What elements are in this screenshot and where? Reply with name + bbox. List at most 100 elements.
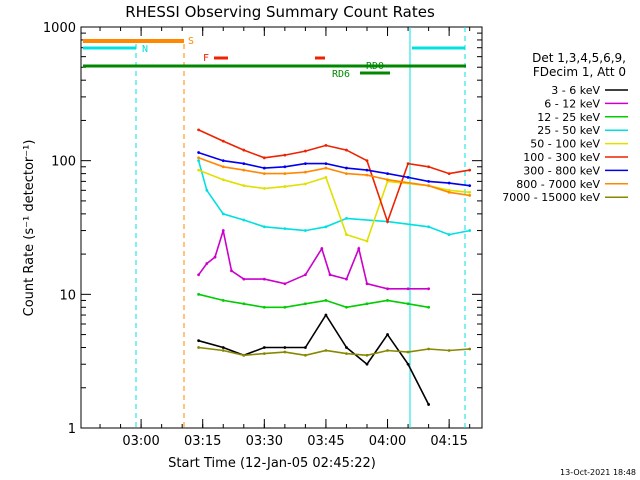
flag-n-label: N: [142, 44, 148, 55]
series-point-8: [345, 172, 348, 176]
plot-frame: [80, 26, 483, 429]
x-axis-label: Start Time (12-Jan-05 02:45:22): [168, 456, 376, 471]
series-point-1: [283, 346, 287, 349]
series-point-6: [221, 139, 225, 143]
series-point-9: [468, 347, 472, 351]
series-point-5: [345, 233, 348, 236]
series-point-9: [283, 350, 287, 354]
x-tick-label: 03:15: [184, 434, 221, 449]
series-point-2: [230, 269, 233, 273]
legend-header-line-1: Det 1,3,4,5,6,9,: [532, 51, 626, 65]
series-point-7: [468, 184, 472, 188]
series-point-5: [447, 188, 451, 192]
series-point-9: [365, 353, 369, 357]
legend-label-3: 12 - 25 keV: [537, 111, 600, 124]
series-point-1: [386, 333, 389, 336]
series-point-4: [197, 159, 201, 163]
legend-label-1: 3 - 6 keV: [551, 84, 600, 97]
legend-label-5: 50 - 100 keV: [530, 138, 600, 151]
series-point-7: [303, 162, 307, 166]
x-tick-label: 03:30: [246, 434, 283, 449]
series-point-8: [468, 193, 472, 197]
series-point-8: [262, 172, 266, 176]
series-point-3: [221, 299, 225, 302]
series-point-9: [221, 349, 225, 352]
series-point-4: [205, 188, 209, 192]
x-tick-label: 03:45: [307, 434, 344, 449]
series-point-6: [386, 220, 389, 224]
series-point-4: [427, 225, 431, 229]
series-point-6: [324, 144, 328, 147]
series-point-3: [386, 299, 389, 302]
series-point-9: [242, 353, 246, 357]
series-point-8: [324, 166, 328, 170]
series-line-4: [197, 160, 470, 236]
series-point-6: [406, 162, 410, 166]
series-point-5: [303, 182, 307, 186]
series-point-2: [283, 282, 287, 286]
series-point-7: [242, 162, 246, 166]
series-point-2: [242, 277, 246, 281]
flag-rd6-label: RD6: [332, 69, 350, 80]
series-point-6: [345, 148, 348, 152]
series-point-1: [262, 346, 266, 349]
legend-label-9: 7000 - 15000 keV: [502, 191, 600, 204]
series-point-2: [427, 287, 431, 291]
series-point-4: [345, 216, 348, 220]
legend-label-8: 800 - 7000 keV: [516, 178, 600, 191]
series-point-1: [406, 362, 410, 366]
x-tick-label: 03:00: [122, 434, 159, 449]
series-point-4: [283, 227, 287, 231]
series-line-2: [197, 230, 429, 290]
series-point-7: [221, 159, 225, 163]
series-point-4: [447, 233, 451, 236]
series-point-1: [221, 346, 225, 349]
series-point-7: [345, 166, 348, 170]
series-point-2: [406, 287, 410, 291]
series-point-8: [303, 170, 307, 174]
series-point-7: [324, 162, 328, 166]
series-point-8: [365, 173, 369, 177]
series-point-9: [303, 353, 307, 357]
series-point-6: [262, 156, 266, 160]
series-line-6: [198, 129, 470, 225]
series-point-9: [262, 352, 266, 356]
series-point-4: [242, 218, 246, 222]
series-point-7: [262, 166, 266, 170]
series-point-8: [283, 172, 287, 176]
series-point-6: [242, 148, 246, 152]
series-point-2: [345, 277, 348, 281]
footer-date: 13-Oct-2021 18:48: [560, 468, 636, 477]
series-point-9: [197, 346, 201, 349]
y-tick-label: 10: [59, 288, 76, 303]
x-tick-label: 04:15: [430, 434, 467, 449]
series-point-8: [221, 165, 225, 169]
series-point-3: [345, 305, 348, 309]
series-point-4: [303, 229, 307, 232]
series-point-4: [468, 229, 472, 232]
series-point-4: [324, 225, 328, 229]
series-point-3: [197, 292, 201, 296]
series-point-7: [365, 168, 369, 172]
plot-area: 1 10 100 1000 03:00 03:15 03:30 03:45 04:00 04:15…: [43, 21, 483, 449]
series-point-2: [328, 273, 332, 277]
series-point-6: [365, 159, 369, 163]
series-point-2: [213, 255, 217, 259]
x-tick-label: 04:00: [369, 434, 406, 449]
series-line-3: [198, 293, 429, 309]
series-point-5: [242, 184, 246, 188]
series-point-3: [324, 299, 328, 302]
series-point-9: [324, 349, 328, 352]
series-point-5: [197, 168, 201, 172]
series-point-1: [345, 346, 348, 349]
series-point-9: [345, 352, 348, 356]
series-point-3: [262, 305, 266, 309]
series-point-9: [386, 349, 389, 352]
legend-label-4: 25 - 50 keV: [537, 124, 600, 137]
series-point-1: [427, 403, 431, 406]
series-point-6: [303, 149, 307, 153]
series-point-6: [447, 172, 451, 176]
series-point-4: [262, 225, 266, 229]
series-point-7: [406, 175, 410, 179]
series-point-9: [406, 350, 410, 354]
